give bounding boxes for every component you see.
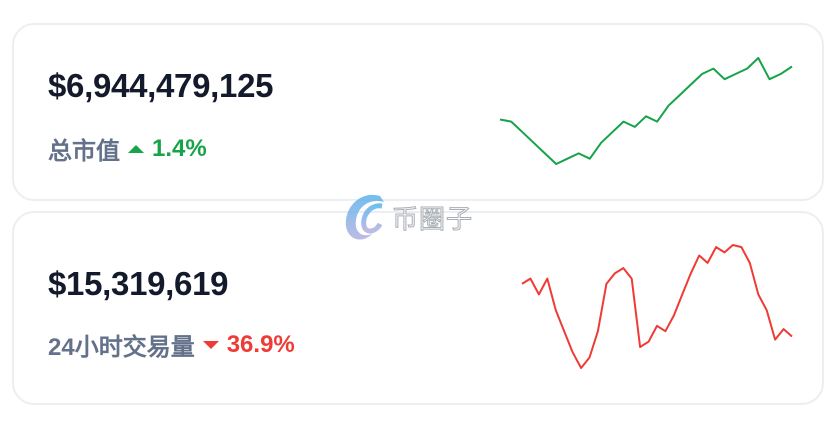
watermark-text: 币圈子: [391, 203, 474, 234]
market-cap-value: $6,944,479,125: [48, 67, 274, 104]
volume-label-row: 24小时交易量 36.9%: [48, 327, 295, 362]
caret-up-icon: [128, 144, 144, 153]
market-cap-card: $6,944,479,125 总市值 1.4%: [12, 23, 824, 201]
market-cap-change: 1.4%: [152, 134, 207, 162]
volume-value: $15,319,619: [48, 265, 229, 302]
logo-e-icon: [345, 194, 384, 240]
volume-label: 24小时交易量: [48, 334, 195, 361]
volume-sparkline: [521, 244, 793, 369]
market-cap-label-row: 总市值 1.4%: [48, 131, 207, 166]
watermark: 币圈子: [340, 188, 473, 246]
market-cap-label: 总市值: [48, 138, 120, 165]
volume-card: $15,319,619 24小时交易量 36.9%: [12, 211, 824, 405]
caret-down-icon: [202, 340, 219, 349]
market-cap-sparkline: [499, 57, 793, 165]
volume-change: 36.9%: [226, 330, 295, 358]
